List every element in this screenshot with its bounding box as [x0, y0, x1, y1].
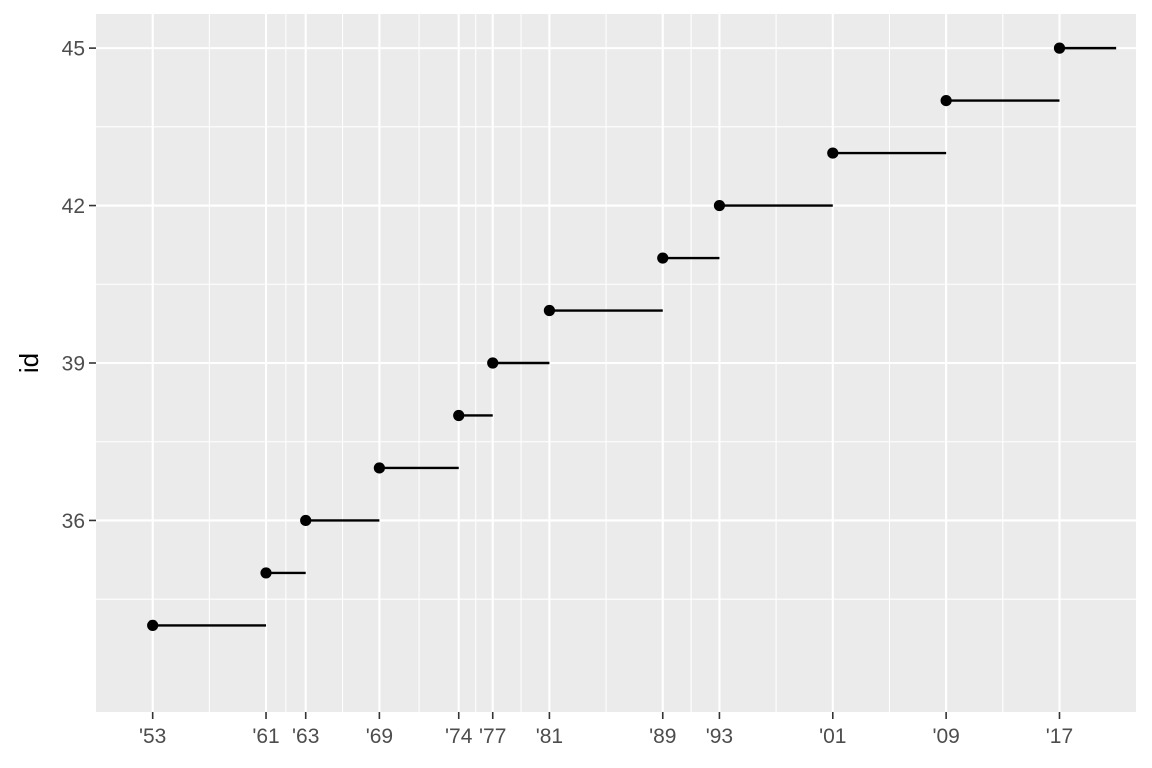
x-tick-label: '53 [139, 725, 166, 748]
x-tick-label: '69 [366, 725, 393, 748]
x-tick-label: '77 [479, 725, 506, 748]
data-segments [152, 46, 1117, 627]
data-point [260, 567, 272, 579]
data-point [453, 409, 465, 422]
data-point [657, 252, 669, 264]
x-tick-label: '63 [292, 725, 319, 748]
data-point [300, 514, 312, 527]
data-point [713, 199, 726, 212]
y-tick-label: 39 [62, 353, 85, 376]
y-axis: 36 39 42 45 [62, 38, 96, 533]
x-tick-label: '81 [536, 725, 563, 748]
data-point [147, 619, 159, 632]
x-tick-label: '74 [445, 725, 473, 748]
y-tick-label: 45 [62, 38, 85, 61]
data-point [543, 304, 556, 317]
x-tick-label: '09 [932, 725, 959, 748]
x-tick-label: '01 [819, 725, 846, 748]
data-point [940, 94, 952, 107]
x-tick-label: '61 [252, 725, 279, 748]
x-tick-label: '17 [1046, 725, 1073, 748]
x-axis: '53 '61 '63 '69 '74 '77 '81 '89 '93 '01 '09 '17 [139, 712, 1073, 748]
data-point [1053, 42, 1066, 54]
x-tick-label: '89 [649, 725, 676, 748]
data-point [373, 462, 385, 474]
y-tick-label: 42 [62, 195, 85, 218]
data-points [147, 42, 1066, 632]
y-axis-title: id [14, 353, 44, 373]
y-tick-label: 36 [62, 510, 85, 533]
x-tick-label: '93 [706, 725, 733, 748]
data-point [487, 357, 499, 369]
data-point [827, 147, 839, 159]
